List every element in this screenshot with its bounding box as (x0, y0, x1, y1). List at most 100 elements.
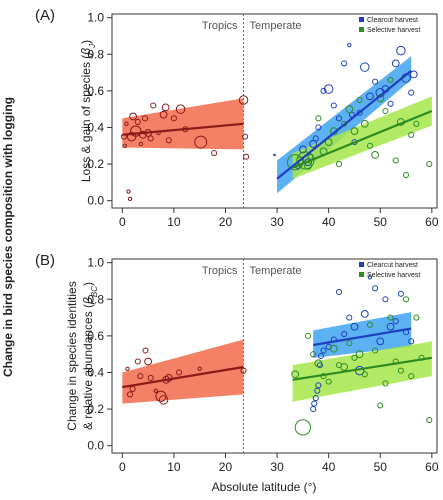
panel-b-point-selective-harvest (304, 332, 312, 339)
panel-b-point-clearcut-harvest (320, 347, 327, 354)
panel-b-y-tick-label: 0.8 (87, 292, 104, 306)
panel-a-point-selective-harvest (413, 120, 420, 127)
panel-b-point-clearcut-harvest (408, 338, 415, 345)
panel-b-point-clearcut-harvest (315, 382, 322, 389)
panel-a-band-selective-harvest (292, 96, 432, 179)
panel-a-y-tick-label: 0.6 (87, 84, 104, 98)
panel-a-x-tick-label: 50 (374, 215, 388, 229)
panel-a-point-selective-harvest (345, 105, 354, 114)
panel-a-point-clearcut-harvest (408, 89, 415, 96)
panel-b-point-tropics (197, 366, 202, 372)
panel-b-point-selective-harvest (294, 419, 312, 436)
panel-b-y-tick-label: 0.2 (87, 402, 104, 416)
panel-b-x-tick-label: 50 (374, 460, 388, 474)
panel-b-point-selective-harvest (351, 354, 358, 361)
panel-a-point-clearcut-harvest (320, 87, 327, 94)
panel-a-fit-line-clearcut-harvest (276, 69, 412, 180)
panel-b-point-clearcut-harvest (386, 322, 395, 331)
panel-b-x-tick-label: 40 (322, 460, 336, 474)
panel-a-point-tropics (147, 135, 154, 142)
panel-a-point-selective-harvest (426, 161, 433, 168)
panel-a-point-tropics (124, 121, 129, 127)
panel-b-point-selective-harvest (377, 402, 384, 409)
panel-b-legend-swatch (359, 272, 364, 277)
panel-b-point-tropics (147, 374, 154, 382)
panel-b-zone-label-temperate: Temperate (250, 265, 302, 277)
panel-b-point-selective-harvest (426, 417, 433, 424)
panel-a-zone-label-temperate: Temperate (250, 20, 302, 32)
panel-b-x-tick-label: 0 (119, 460, 126, 474)
panel-b-y-axis-title-line2: & relative abundances (βBC) (81, 282, 99, 430)
panel-b-point-selective-harvest (310, 351, 317, 358)
panel-b-y-axis-title-line1: Change in species identities (65, 281, 79, 430)
panel-b-point-selective-harvest (382, 380, 389, 387)
panel-a-point-selective-harvest (324, 138, 333, 147)
panel-a-point-tropics (127, 196, 133, 202)
panel-b-x-tick-label: 30 (270, 460, 284, 474)
panel-a-point-selective-harvest (387, 76, 394, 83)
panel-b: 0 10 20 30 40 50 60 0.0 0.2 0.4 0.6 0.8 1.0 Tropics Te… (35, 252, 439, 474)
panel-a-point-tropics (139, 130, 147, 139)
panel-b-point-clearcut-harvest (392, 318, 399, 325)
panel-b-point-selective-harvest (329, 344, 338, 353)
panel-a-plot-frame (111, 13, 438, 209)
panel-a-point-clearcut-harvest (409, 70, 418, 79)
panel-b-point-clearcut-harvest (335, 288, 343, 295)
panel-b-zone-label-tropics: Tropics (202, 265, 238, 277)
panel-b-x-tick-label: 10 (167, 460, 181, 474)
panel-a-point-tropics (161, 103, 170, 112)
panel-a-point-tropics (238, 95, 249, 105)
panel-b-point-tropics (158, 395, 169, 405)
panel-a-point-clearcut-harvest (323, 84, 334, 94)
panel-a-y-tick-label: 0.0 (87, 194, 104, 208)
panel-a: 0 10 20 30 40 50 60 0.0 0.2 0.4 0.6 0.8 1.0 Tropics Te… (35, 7, 439, 229)
panel-a-point-tropics (165, 137, 172, 144)
panel-b-y-tick-label: 0.4 (87, 365, 104, 379)
panel-b-y-tick-label: 0.0 (87, 439, 104, 453)
panel-b-point-selective-harvest (402, 296, 410, 303)
panel-a-legend-swatch (359, 17, 364, 22)
panel-a-point-clearcut-harvest (312, 135, 319, 142)
panel-a-point-tropics (129, 112, 138, 121)
panel-a-point-tropics (194, 135, 208, 149)
panel-b-fit-line-tropics (122, 365, 244, 389)
panel-a-point-selective-harvest (366, 142, 373, 149)
panel-a-legend-label: Selective harvest (367, 27, 420, 34)
panel-b-point-selective-harvest (372, 347, 379, 354)
panel-b-point-clearcut-harvest (350, 322, 359, 331)
panel-b-x-tick-label: 60 (425, 460, 439, 474)
panel-a-point-tropics (134, 118, 141, 126)
panel-b-legend-label: Clearcut harvest (367, 262, 418, 269)
panel-a-point-tropics (242, 133, 249, 140)
panel-a-y-axis-title: Loss & gain of species (βJ) (79, 40, 97, 182)
panel-b-legend-swatch (359, 262, 364, 267)
panel-a-point-selective-harvest (315, 115, 322, 122)
x-axis-title: Absolute latitude (°) (212, 480, 317, 494)
panel-b-point-selective-harvest (325, 378, 332, 385)
panel-b-band-clearcut-harvest (313, 312, 412, 358)
panel-a-point-selective-harvest (360, 119, 369, 128)
panel-b-point-tropics (142, 347, 149, 354)
panel-a-x-tick-label: 0 (119, 215, 126, 229)
panel-a-point-tropics (211, 150, 218, 157)
panel-b-point-tropics (176, 369, 183, 376)
panel-a-point-tropics (175, 104, 186, 114)
panel-b-point-tropics (144, 357, 153, 366)
panel-a-point-tropics (159, 110, 168, 119)
panel-a-point-clearcut-harvest (330, 102, 337, 109)
panel-b-point-clearcut-harvest (317, 352, 324, 360)
panel-b-point-clearcut-harvest (382, 296, 389, 303)
panel-b-point-clearcut-harvest (360, 310, 369, 318)
panel-a-zone-label-tropics: Tropics (202, 20, 238, 32)
panel-a-point-clearcut-harvest (347, 42, 352, 48)
panel-a-point-tropics (141, 115, 149, 122)
panel-a-point-clearcut-harvest (273, 153, 276, 157)
panel-b-point-tropics (127, 391, 134, 398)
panel-b-fit-line-selective-harvest (292, 356, 433, 381)
panel-b-label: (B) (35, 252, 55, 269)
panel-a-x-tick-label: 60 (425, 215, 439, 229)
panel-b-point-selective-harvest (366, 321, 373, 328)
panel-b-point-clearcut-harvest (346, 314, 353, 321)
panel-a-point-selective-harvest (371, 151, 379, 159)
panel-b-point-clearcut-harvest (376, 337, 385, 346)
